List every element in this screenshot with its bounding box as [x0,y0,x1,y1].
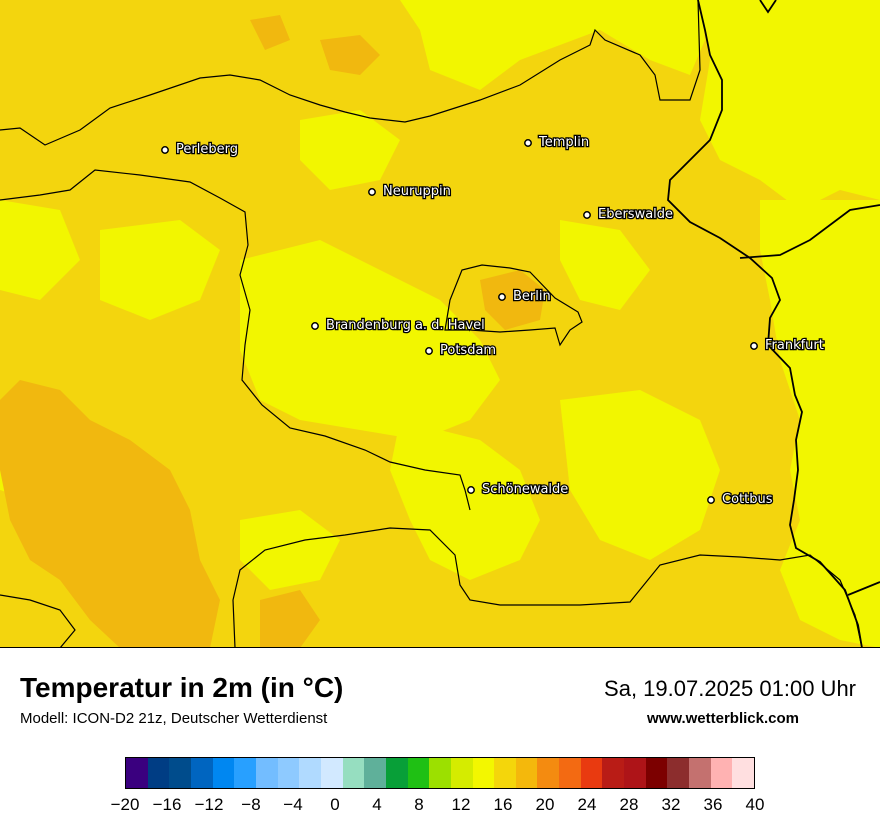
legend-color-cell [450,758,473,788]
legend-color-cell [255,758,278,788]
legend-tick-label: 28 [619,795,639,814]
temperature-map[interactable]: Perleberg Templin Neuruppin Eberswalde B… [0,0,880,648]
city-templin[interactable]: Templin [524,134,590,151]
city-schoenewalde[interactable]: Schönewalde [467,481,570,498]
legend-color-cell [190,758,213,788]
color-legend [125,757,755,789]
legend-color-cell [407,758,430,788]
svg-text:Schönewalde: Schönewalde [482,482,568,497]
legend-color-cell [385,758,408,788]
svg-text:Potsdam: Potsdam [440,343,496,358]
legend-tick-label: 4 [372,795,382,814]
legend-tick-label: 20 [535,795,555,814]
warm-zones [0,15,545,647]
legend-tick-label: 12 [451,795,471,814]
legend-color-cell [515,758,538,788]
legend-tick-label: −16 [152,795,182,814]
map-canvas: Perleberg Templin Neuruppin Eberswalde B… [0,0,880,647]
legend-color-cell [169,758,191,788]
legend-color-cell [212,758,235,788]
legend-color-cell [364,758,386,788]
legend-color-cell [234,758,256,788]
legend-color-cell [580,758,603,788]
legend-color-cell [645,758,668,788]
map-title: Temperatur in 2m (in °C) [20,672,344,703]
legend-tick-label: −4 [283,795,303,814]
city-berlin[interactable]: Berlin [498,288,552,305]
legend-tick-label: 0 [330,795,340,814]
city-potsdam[interactable]: Potsdam [425,342,497,359]
legend-color-cell [559,758,581,788]
legend-color-cell [667,758,690,788]
legend-color-cell [624,758,646,788]
legend-color-cell [472,758,495,788]
svg-text:Brandenburg a. d. Havel: Brandenburg a. d. Havel [326,318,485,333]
legend-color-cell [342,758,365,788]
legend-tick-label: 16 [493,795,513,814]
legend-color-cell [299,758,321,788]
svg-text:Cottbus: Cottbus [722,492,773,507]
legend-tick-label: 32 [661,795,681,814]
legend-color-cell [537,758,560,788]
svg-text:Templin: Templin [538,135,589,150]
city-frankfurt[interactable]: Frankfurt [750,337,825,354]
state-borders [0,0,863,647]
legend-color-cell [602,758,625,788]
legend-color-cell [689,758,711,788]
legend-color-cell [710,758,733,788]
legend-tick-label: −20 [110,795,140,814]
legend-tick-label: −12 [194,795,224,814]
country-border [667,0,880,647]
legend-tick-label: 24 [577,795,597,814]
svg-text:Perleberg: Perleberg [176,142,238,157]
svg-text:Eberswalde: Eberswalde [598,207,673,222]
city-eberswalde[interactable]: Eberswalde [583,206,674,223]
svg-text:Berlin: Berlin [513,289,551,304]
legend-color-cell [429,758,451,788]
website-link[interactable]: www.wetterblick.com [647,710,799,727]
legend-tick-label: −8 [241,795,261,814]
legend-tick-label: 8 [414,795,424,814]
svg-text:Neuruppin: Neuruppin [383,184,451,199]
legend-tick-label: 36 [703,795,723,814]
city-neuruppin[interactable]: Neuruppin [368,183,452,200]
svg-text:Frankfurt: Frankfurt [765,338,824,353]
legend-color-cell [320,758,343,788]
legend-color-cell [147,758,170,788]
city-brandenburg[interactable]: Brandenburg a. d. Havel [311,317,486,334]
legend-color-cell [494,758,516,788]
city-markers: Perleberg Templin Neuruppin Eberswalde B… [161,134,825,508]
legend-color-cell [277,758,300,788]
city-cottbus[interactable]: Cottbus [707,491,774,508]
legend-color-cell [126,758,148,788]
forecast-datetime: Sa, 19.07.2025 01:00 Uhr [604,676,856,701]
legend-tick-label: 40 [745,795,765,814]
cool-zones [0,0,880,647]
legend-color-cell [732,758,755,788]
model-info: Modell: ICON-D2 21z, Deutscher Wetterdie… [20,710,328,727]
city-perleberg[interactable]: Perleberg [161,141,239,158]
